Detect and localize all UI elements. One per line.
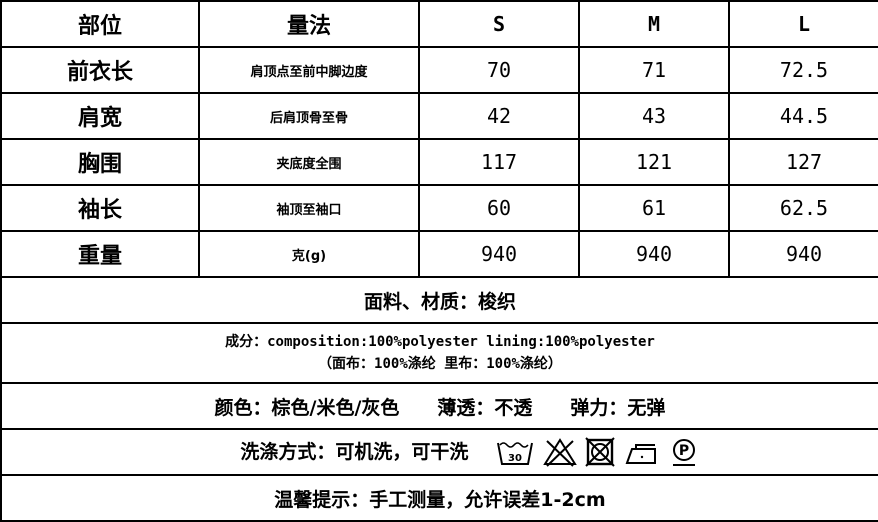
part: 袖长: [0, 184, 200, 232]
part: 肩宽: [0, 92, 200, 140]
method: 肩顶点至前中脚边度: [198, 46, 420, 94]
dry-clean-p-icon: P: [672, 439, 695, 467]
svg-text:P: P: [678, 443, 688, 459]
size-m: 121: [578, 138, 730, 186]
wash-text: 洗涤方式：可机洗，可干洗: [240, 440, 469, 463]
header-part: 部位: [0, 0, 200, 48]
size-l: 62.5: [728, 184, 878, 232]
table-row: 肩宽 后肩顶骨至骨 42 43 44.5: [0, 92, 878, 140]
table-row: 前衣长 肩顶点至前中脚边度 70 71 72.5: [0, 46, 878, 94]
composition-text: 成分：composition:100%polyester lining:100%…: [225, 334, 655, 350]
wash-30-icon: 30: [497, 442, 534, 466]
iron-low-icon: [625, 444, 656, 465]
size-s: 70: [418, 46, 580, 94]
composition-info: 成分：composition:100%polyester lining:100%…: [0, 322, 878, 384]
wash-temp: 30: [508, 453, 522, 464]
table-row: 胸围 夹底度全围 117 121 127: [0, 138, 878, 186]
part: 前衣长: [0, 46, 200, 94]
fabric-info: 面料、材质：梭织: [0, 276, 878, 324]
do-not-bleach-icon: [542, 438, 577, 467]
header-method: 量法: [198, 0, 420, 48]
method: 袖顶至袖口: [198, 184, 420, 232]
size-l: 940: [728, 230, 878, 278]
size-s: 42: [418, 92, 580, 140]
size-m: 61: [578, 184, 730, 232]
header-s: S: [418, 0, 580, 48]
size-s: 117: [418, 138, 580, 186]
size-l: 44.5: [728, 92, 878, 140]
do-not-tumble-dry-icon: [585, 437, 616, 467]
method: 后肩顶骨至骨: [198, 92, 420, 140]
size-l: 72.5: [728, 46, 878, 94]
table-row: 重量 克(g) 940 940 940: [0, 230, 878, 278]
size-s: 940: [418, 230, 580, 278]
part: 胸围: [0, 138, 200, 186]
size-m: 940: [578, 230, 730, 278]
size-s: 60: [418, 184, 580, 232]
care-icons: 30 P: [495, 437, 700, 467]
method: 夹底度全围: [198, 138, 420, 186]
header-m: M: [578, 0, 730, 48]
header-row: 部位 量法 S M L: [0, 0, 878, 48]
wash-info: 洗涤方式：可机洗，可干洗 30 P: [0, 428, 878, 476]
size-m: 71: [578, 46, 730, 94]
part: 重量: [0, 230, 200, 278]
size-l: 127: [728, 138, 878, 186]
size-m: 43: [578, 92, 730, 140]
method: 克(g): [198, 230, 420, 278]
header-l: L: [728, 0, 878, 48]
tip-info: 温馨提示：手工测量，允许误差1-2cm: [0, 474, 878, 522]
table-row: 袖长 袖顶至袖口 60 61 62.5: [0, 184, 878, 232]
color-info: 颜色：棕色/米色/灰色 薄透：不透 弹力：无弹: [0, 382, 878, 430]
composition-cn-text: （面布：100%涤纶 里布：100%涤纶）: [318, 356, 562, 372]
